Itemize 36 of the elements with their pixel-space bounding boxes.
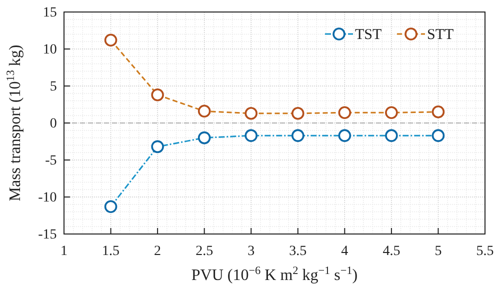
point <box>291 129 304 142</box>
legend-label: TST <box>355 27 382 43</box>
x-tick-label: 3 <box>248 244 255 260</box>
point <box>151 140 164 154</box>
point <box>198 104 211 118</box>
x-tick-label: 1.5 <box>102 244 120 260</box>
point <box>385 106 398 120</box>
point <box>338 129 352 142</box>
x-tick-label: 4 <box>341 244 348 260</box>
y-tick-label: -15 <box>38 227 57 242</box>
point <box>244 129 258 142</box>
y-tick-label: 15 <box>42 5 57 20</box>
legend-label: STT <box>427 27 454 43</box>
y-tick-label: -10 <box>38 190 57 206</box>
point <box>151 88 164 102</box>
point <box>244 106 258 120</box>
point <box>338 106 352 120</box>
x-tick-label: 1 <box>60 244 68 260</box>
x-tick-label: 5 <box>434 244 442 260</box>
point <box>198 131 211 144</box>
y-tick-label: 10 <box>42 42 57 58</box>
point <box>291 106 304 120</box>
x-tick-label: 4.5 <box>382 244 400 260</box>
point <box>432 106 445 118</box>
x-tick-label: 2.5 <box>196 244 214 260</box>
x-tick-label: 3.5 <box>289 244 307 260</box>
point <box>385 129 398 142</box>
x-tick-label: 2 <box>154 244 162 260</box>
y-tick-label: -5 <box>45 153 57 168</box>
point <box>104 200 118 214</box>
y-tick-label: 5 <box>50 79 57 94</box>
y-tick-label: 0 <box>50 116 57 132</box>
text: PVU (10$^{−6}$ K m$^{2}$ kg$^{−1}$ s$^{−1}$) <box>191 265 358 284</box>
point <box>432 129 445 142</box>
point <box>104 34 118 47</box>
x-tick-label: 5.5 <box>476 244 494 260</box>
